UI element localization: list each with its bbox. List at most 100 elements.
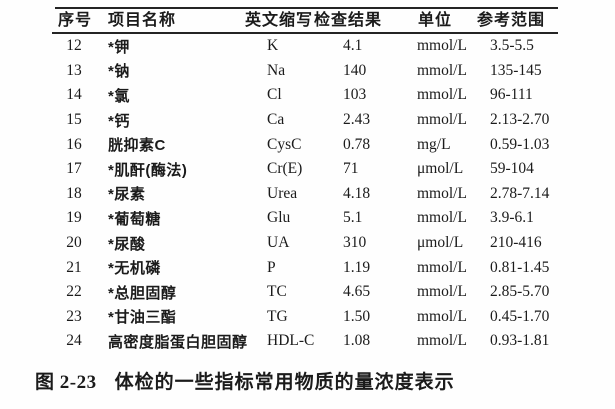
cell-no: 21 [66,258,82,276]
cell-unit: mmol/L [417,332,467,350]
cell-range: 3.9-6.1 [490,209,534,227]
table-row: 17 *肌酐(酶法) Cr(E) 71 μmol/L 59-104 [55,157,557,182]
cell-no: 19 [66,209,82,227]
cell-abbr: Cr(E) [267,160,303,178]
cell-result: 103 [343,86,367,104]
cell-abbr: Na [267,61,286,79]
cell-range: 210-416 [490,234,542,252]
cell-unit: mmol/L [417,209,467,227]
cell-result: 5.1 [343,209,363,227]
table-row: 15 *钙 Ca 2.43 mmol/L 2.13-2.70 [55,108,557,133]
cell-unit: mmol/L [417,307,467,325]
cell-unit: mmol/L [417,86,467,104]
cell-result: 1.50 [343,307,371,325]
cell-range: 3.5-5.5 [490,37,534,55]
cell-name: *尿素 [108,186,146,204]
cell-range: 0.59-1.03 [490,135,550,153]
header-name: 项目名称 [108,12,177,29]
cell-name: *肌酐(酶法) [108,161,188,179]
cell-no: 18 [66,184,82,202]
cell-unit: mmol/L [417,184,467,202]
table-header-rule [52,31,558,34]
header-range: 参考范围 [477,12,546,29]
cell-range: 0.45-1.70 [490,307,550,325]
table-row: 21 *无机磷 P 1.19 mmol/L 0.81-1.45 [55,255,557,280]
cell-result: 140 [343,61,367,79]
cell-range: 2.78-7.14 [490,184,550,202]
cell-result: 71 [343,160,359,178]
cell-name: *总胆固醇 [108,284,177,302]
cell-no: 23 [66,307,82,325]
header-abbr: 英文缩写 [245,12,314,29]
cell-name: 高密度脂蛋白胆固醇 [108,333,248,351]
table-row: 12 *钾 K 4.1 mmol/L 3.5-5.5 [55,34,557,59]
figure-caption-label: 图 2-23 [35,372,97,393]
cell-result: 4.1 [343,37,363,55]
cell-abbr: Glu [267,209,291,227]
cell-abbr: CysC [267,135,302,153]
cell-result: 1.19 [343,258,371,276]
cell-name: *钙 [108,112,130,130]
table-top-rule [55,7,558,9]
cell-unit: μmol/L [417,160,464,178]
cell-abbr: UA [267,234,290,252]
cell-abbr: P [267,258,276,276]
cell-unit: mmol/L [417,37,467,55]
cell-abbr: TC [267,283,287,301]
cell-abbr: Cl [267,86,282,104]
cell-result: 4.65 [343,283,371,301]
cell-abbr: Urea [267,184,298,202]
header-unit: 单位 [418,12,453,29]
cell-name: *钾 [108,38,130,56]
cell-range: 0.93-1.81 [490,332,550,350]
cell-unit: mmol/L [417,61,467,79]
cell-range: 2.85-5.70 [490,283,550,301]
figure-caption-text: 体检的一些指标常用物质的量浓度表示 [114,372,455,393]
cell-no: 17 [66,160,82,178]
cell-no: 20 [66,234,82,252]
cell-unit: μmol/L [417,234,464,252]
cell-no: 24 [66,332,82,350]
figure-caption: 图 2-23 体检的一些指标常用物质的量浓度表示 [35,372,455,394]
table-row: 13 *钠 Na 140 mmol/L 135-145 [55,59,557,84]
cell-name: *尿酸 [108,235,146,253]
cell-range: 0.81-1.45 [490,258,550,276]
table-row: 23 *甘油三酯 TG 1.50 mmol/L 0.45-1.70 [55,305,557,330]
table-body: 12 *钾 K 4.1 mmol/L 3.5-5.5 13 *钠 Na 140 … [55,34,557,354]
cell-result: 0.78 [343,135,371,153]
table-row: 18 *尿素 Urea 4.18 mmol/L 2.78-7.14 [55,182,557,207]
table-row: 22 *总胆固醇 TC 4.65 mmol/L 2.85-5.70 [55,280,557,305]
cell-unit: mmol/L [417,283,467,301]
table-header-row: 序号 项目名称 英文缩写 检查结果 单位 参考范围 [0,10,615,31]
cell-unit: mmol/L [417,258,467,276]
cell-no: 14 [66,86,82,104]
cell-no: 15 [66,111,82,129]
cell-abbr: Ca [267,111,285,129]
cell-result: 1.08 [343,332,371,350]
cell-name: *无机磷 [108,260,161,278]
cell-no: 13 [66,61,82,79]
cell-result: 310 [343,234,367,252]
cell-name: *钠 [108,63,130,81]
cell-range: 59-104 [490,160,534,178]
table-row: 19 *葡萄糖 Glu 5.1 mmol/L 3.9-6.1 [55,206,557,231]
table-row: 20 *尿酸 UA 310 μmol/L 210-416 [55,231,557,256]
cell-result: 4.18 [343,184,371,202]
cell-name: *甘油三酯 [108,309,177,327]
cell-result: 2.43 [343,111,371,129]
header-result: 检查结果 [314,12,383,29]
cell-range: 135-145 [490,61,542,79]
cell-unit: mmol/L [417,111,467,129]
table-row: 24 高密度脂蛋白胆固醇 HDL-C 1.08 mmol/L 0.93-1.81 [55,329,557,354]
cell-abbr: K [267,37,279,55]
cell-range: 96-111 [490,86,533,104]
header-no: 序号 [57,12,92,29]
table-row: 14 *氯 Cl 103 mmol/L 96-111 [55,83,557,108]
cell-name: *葡萄糖 [108,210,161,228]
cell-unit: mg/L [417,135,451,153]
cell-range: 2.13-2.70 [490,111,550,129]
table-row: 16 胱抑素C CysC 0.78 mg/L 0.59-1.03 [55,132,557,157]
cell-no: 12 [66,37,82,55]
cell-abbr: HDL-C [267,332,315,350]
